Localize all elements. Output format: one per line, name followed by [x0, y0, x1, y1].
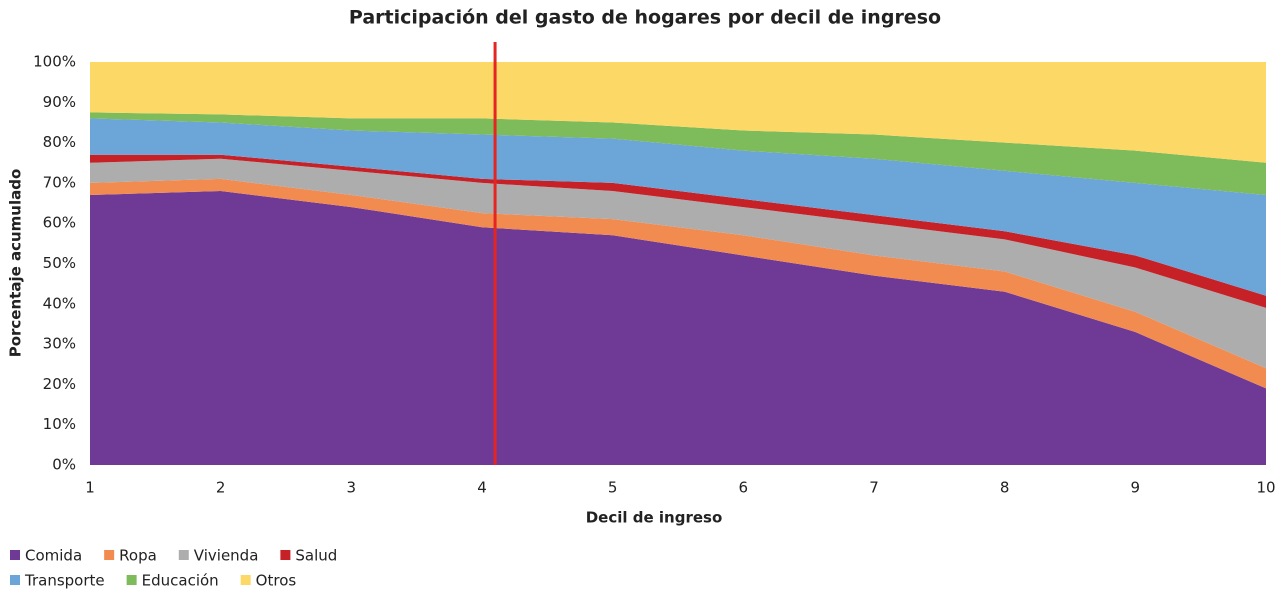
area	[90, 118, 1266, 296]
x-tick-label: 4	[477, 479, 487, 497]
legend-swatch	[104, 550, 115, 560]
area	[90, 178, 1266, 389]
legend-label: Salud	[295, 547, 337, 565]
legend-swatch	[178, 550, 189, 560]
y-axis-label: Porcentaje acumulado	[7, 169, 25, 358]
legend-label: Vivienda	[194, 547, 259, 565]
legend-swatch	[10, 575, 20, 585]
x-tick-label: 5	[608, 479, 618, 497]
y-tick-label: 30%	[43, 335, 76, 353]
y-tick-label: 0%	[52, 456, 76, 474]
y-tick-label: 80%	[43, 133, 76, 151]
x-tick-label: 8	[1000, 479, 1010, 497]
legend-label: Educación	[142, 572, 219, 590]
legend-label: Otros	[256, 572, 297, 590]
y-tick-label: 10%	[43, 415, 76, 433]
legend-label: Comida	[25, 547, 82, 565]
y-tick-label: 20%	[43, 375, 76, 393]
y-tick-label: 60%	[43, 214, 76, 232]
x-tick-label: 10	[1256, 479, 1275, 497]
legend-label: Ropa	[119, 547, 157, 565]
area	[90, 190, 1266, 465]
area	[90, 158, 1266, 369]
x-tick-label: 2	[216, 479, 226, 497]
x-tick-label: 9	[1131, 479, 1141, 497]
y-tick-label: 70%	[43, 173, 76, 191]
chart-title: Participación del gasto de hogares por d…	[349, 7, 941, 29]
x-tick-label: 6	[739, 479, 749, 497]
x-tick-label: 3	[347, 479, 357, 497]
area	[90, 112, 1266, 195]
legend-swatch	[240, 575, 251, 585]
x-tick-label: 1	[85, 479, 95, 497]
y-tick-label: 40%	[43, 294, 76, 312]
legend-swatch	[126, 575, 137, 585]
y-tick-label: 50%	[43, 254, 76, 272]
y-tick-label: 90%	[43, 93, 76, 111]
legend-swatch	[10, 550, 20, 560]
x-axis-label: Decil de ingreso	[586, 509, 723, 527]
legend-label: Transporte	[24, 572, 105, 590]
y-tick-label: 100%	[33, 53, 76, 71]
area	[90, 62, 1266, 163]
legend-swatch	[280, 550, 291, 560]
x-tick-label: 7	[869, 479, 879, 497]
